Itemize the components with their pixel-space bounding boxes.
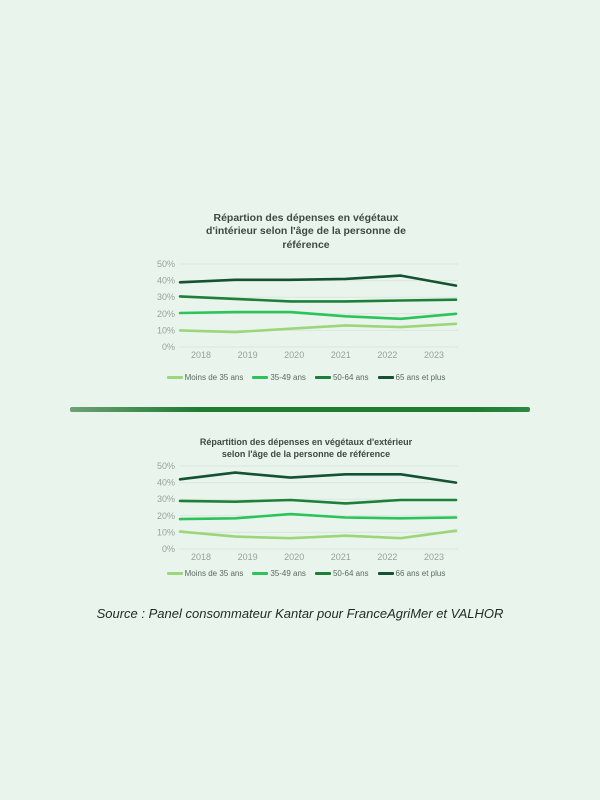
x-axis-tick-label: 2020 [284,552,304,562]
legend-item: 66 ans et plus [377,569,446,578]
x-axis-tick-label: 2018 [191,350,211,360]
legend-swatch [377,376,394,379]
series-line [178,294,458,303]
legend-label: 65 ans et plus [395,372,446,382]
x-axis-tick-label: 2019 [238,552,258,562]
x-axis-tick-label: 2019 [238,350,258,360]
series-line [178,274,458,287]
legend-label: 35-49 ans [270,372,306,382]
y-axis-tick-label: 10% [157,527,175,537]
x-axis-tick-label: 2021 [331,552,351,562]
x-axis-tick-label: 2023 [424,350,444,360]
legend-swatch [252,376,269,379]
chart-title: Répartion des dépenses en végétaux d'int… [206,212,406,251]
x-axis-tick-label: 2023 [424,552,444,562]
y-axis-tick-label: 20% [157,511,175,521]
legend-item: Moins de 35 ans [166,372,244,382]
legend-label: 50-64 ans [332,372,369,382]
legend-label: Moins de 35 ans [184,372,244,382]
outdoor-expenses-chart: Répartition des dépenses en végétaux d'e… [150,430,462,578]
y-axis-tick-label: 0% [162,544,175,554]
x-axis-tick-label: 2021 [331,350,351,360]
legend-label: 50-64 ans [332,569,369,578]
x-axis-tick-label: 2018 [191,552,211,562]
legend-item: 50-64 ans [314,372,369,382]
y-axis-tick-label: 40% [157,275,175,285]
source-caption: Source : Panel consommateur Kantar pour … [96,606,504,621]
legend-swatch [252,572,269,575]
series-line [178,512,458,521]
legend-item: 35-49 ans [252,569,306,578]
chart-plot: 0% 10% 20% 30% 40% 50% 2018 2019 2020 2021 2022 202… [157,259,458,360]
y-axis-tick-label: 0% [162,342,175,352]
series-line [178,322,458,334]
legend-swatch [314,572,331,575]
legend-item: Moins de 35 ans [166,569,244,578]
legend-swatch [166,572,183,575]
x-axis-tick-label: 2020 [284,350,304,360]
legend-swatch [166,376,183,379]
y-axis-tick-label: 30% [157,292,175,302]
y-axis-tick-label: 50% [157,259,175,269]
legend-label: 35-49 ans [270,569,306,578]
y-axis-tick-label: 30% [157,494,175,504]
series-line [178,498,458,505]
chart-legend: Moins de 35 ans 35-49 ans 50-64 ans 65 ans … [150,373,462,382]
legend-label: Moins de 35 ans [184,569,244,578]
chart-legend: Moins de 35 ans 35-49 ans 50-64 ans 66 ans … [150,569,462,578]
indoor-expenses-chart: Répartion des dépenses en végétaux d'int… [150,205,462,382]
legend-item: 35-49 ans [252,373,306,382]
divider-line [70,407,530,412]
legend-item: 50-64 ans [314,569,369,578]
series-line [178,310,458,320]
y-axis-tick-label: 10% [157,325,175,335]
chart-title: Répartition des dépenses en végétaux d'e… [199,437,413,459]
legend-item: 65 ans et plus [377,372,446,382]
y-axis-tick-label: 50% [157,461,175,471]
legend-swatch [314,376,331,379]
series-line [178,471,458,484]
y-axis-tick-label: 20% [157,309,175,319]
chart-plot: 0% 10% 20% 30% 40% 50% 2018 2019 2020 2021 2022 202… [157,461,458,562]
legend-label: 66 ans et plus [395,569,446,578]
y-axis-tick-label: 40% [157,478,175,488]
x-axis-tick-label: 2022 [377,552,397,562]
series-line [178,529,458,540]
legend-swatch [377,572,394,575]
x-axis-tick-label: 2022 [377,350,397,360]
